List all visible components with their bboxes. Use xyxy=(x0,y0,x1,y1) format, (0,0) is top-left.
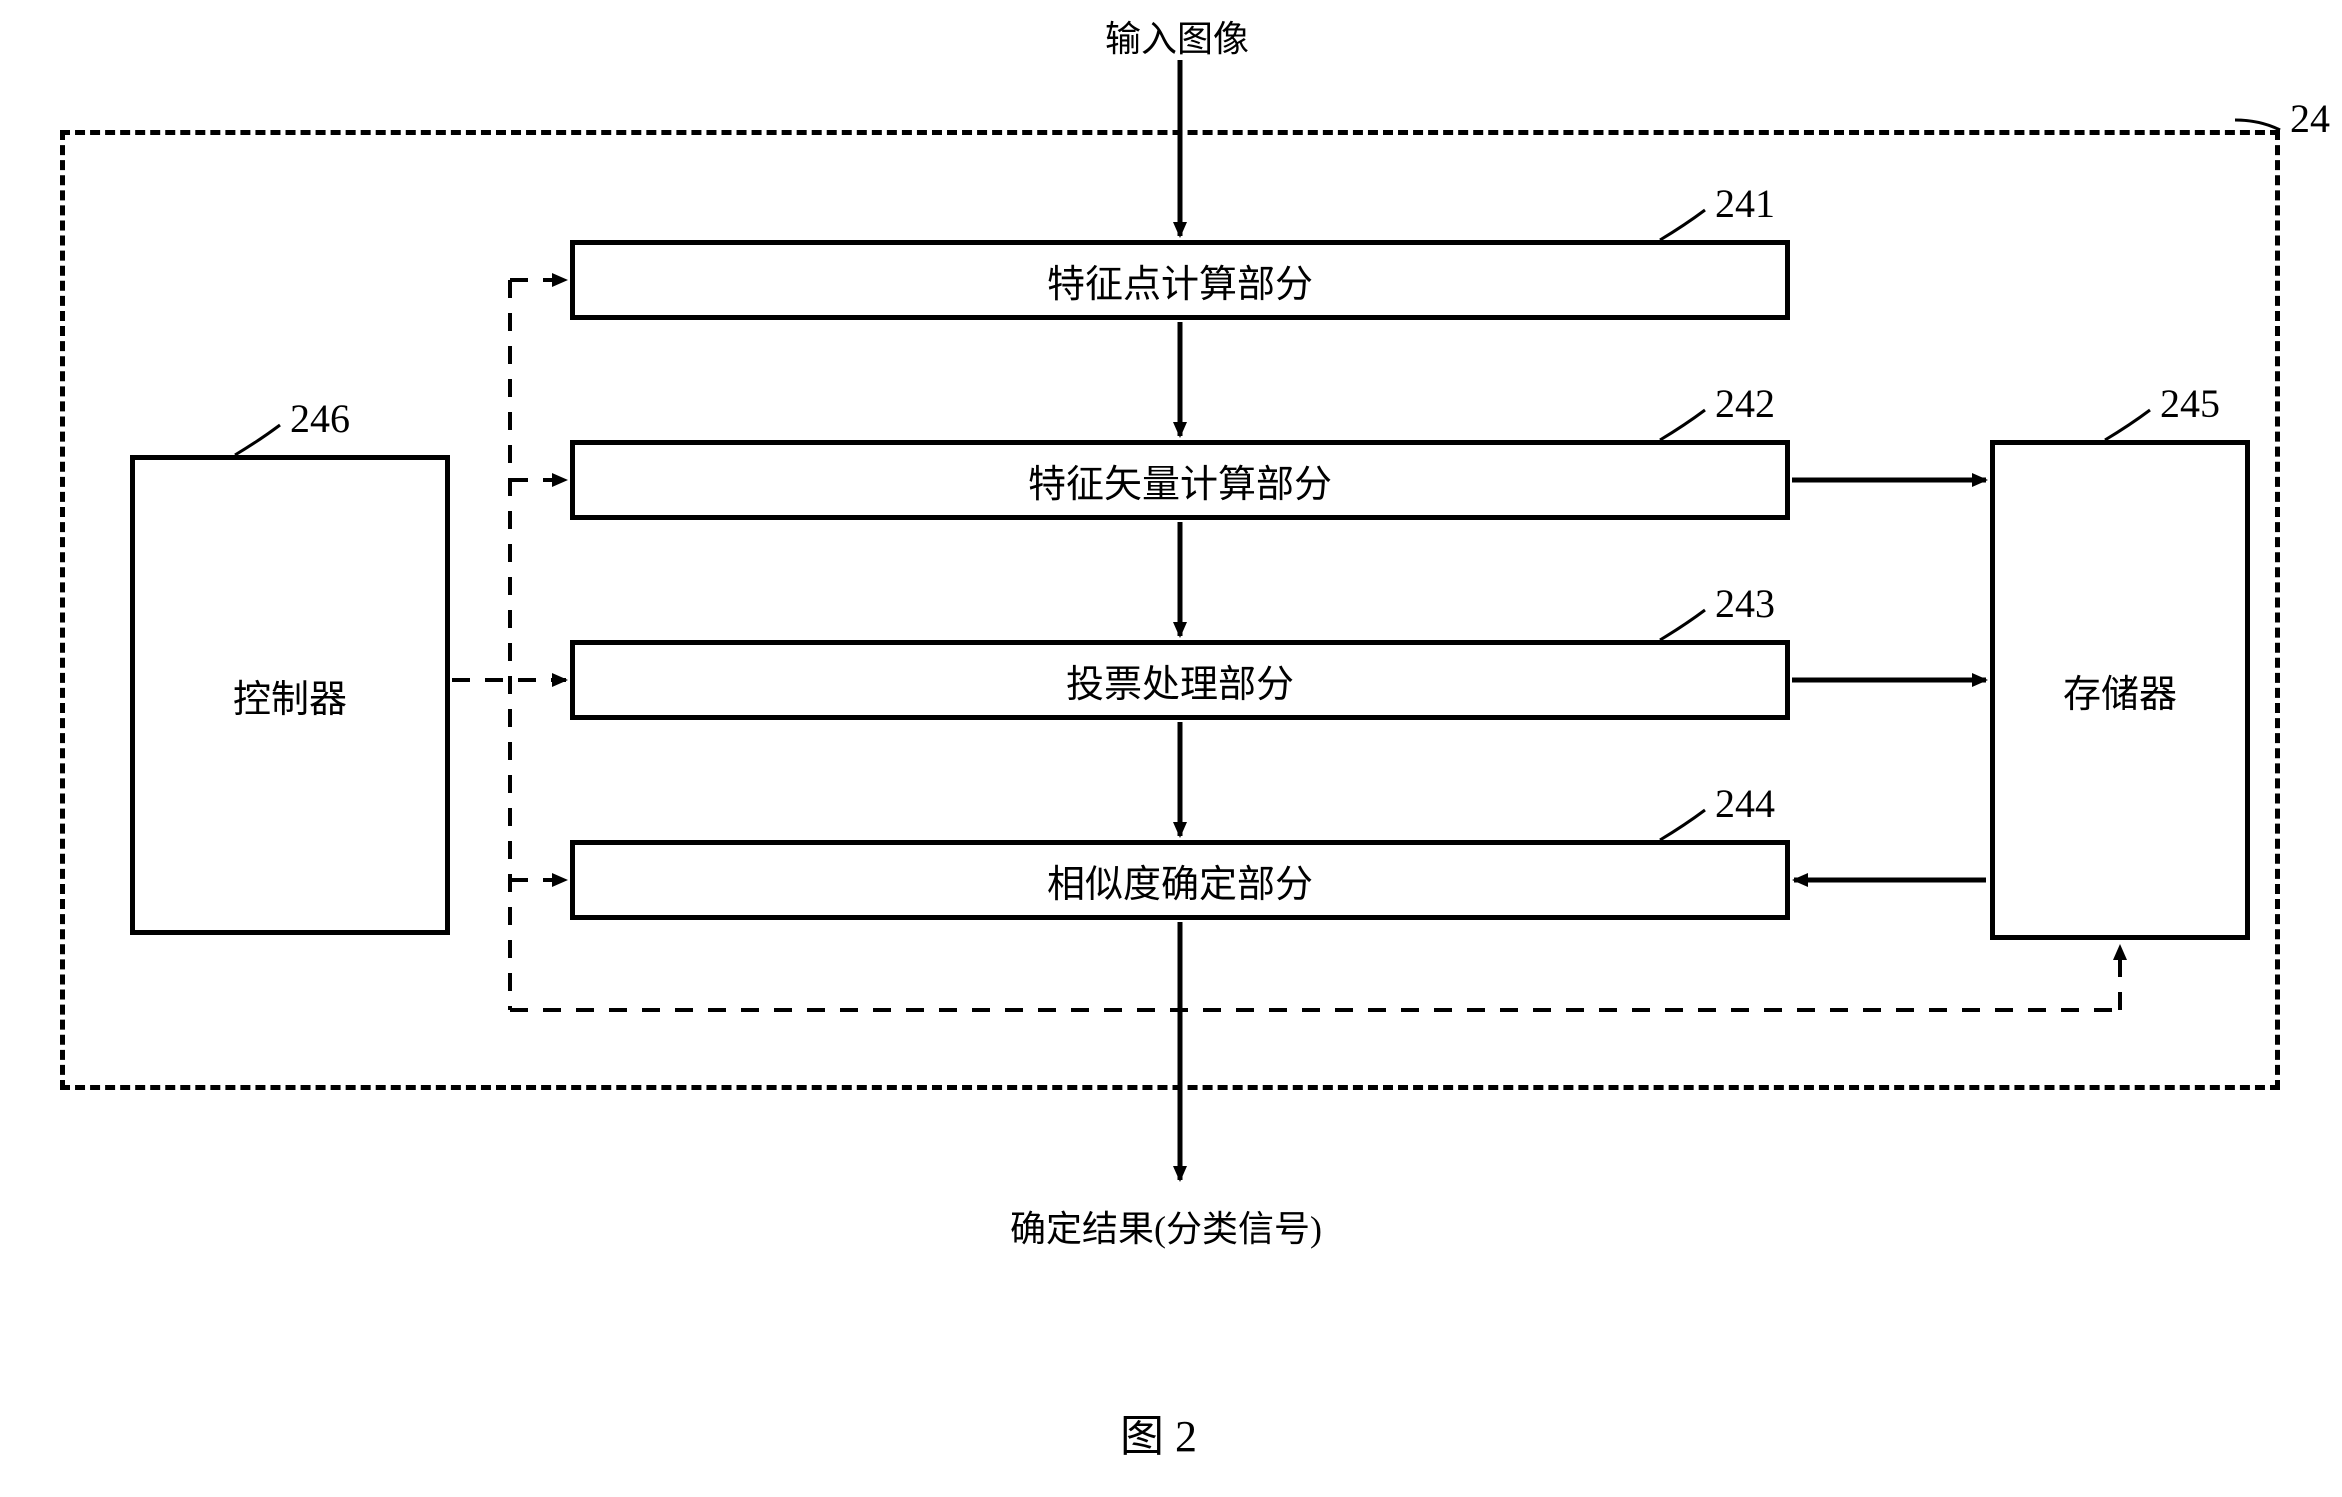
ref-242: 242 xyxy=(1715,380,1775,427)
ref-241: 241 xyxy=(1715,180,1775,227)
ref-246: 246 xyxy=(290,395,350,442)
block-244-label: 相似度确定部分 xyxy=(1047,853,1313,908)
ref-243: 243 xyxy=(1715,580,1775,627)
memory-label: 存储器 xyxy=(2063,663,2177,718)
ref-24: 24 xyxy=(2290,95,2330,142)
memory-box: 存储器 xyxy=(1990,440,2250,940)
output-label: 确定结果(分类信号) xyxy=(1010,1200,1322,1252)
figure-caption: 图 2 xyxy=(1120,1400,1197,1464)
block-243: 投票处理部分 xyxy=(570,640,1790,720)
block-242: 特征矢量计算部分 xyxy=(570,440,1790,520)
block-243-label: 投票处理部分 xyxy=(1066,653,1294,708)
controller-box: 控制器 xyxy=(130,455,450,935)
block-242-label: 特征矢量计算部分 xyxy=(1028,453,1332,508)
ref-244: 244 xyxy=(1715,780,1775,827)
leader-24 xyxy=(2235,120,2280,130)
block-244: 相似度确定部分 xyxy=(570,840,1790,920)
input-label: 输入图像 xyxy=(1105,10,1249,62)
ref-245: 245 xyxy=(2160,380,2220,427)
block-241: 特征点计算部分 xyxy=(570,240,1790,320)
block-241-label: 特征点计算部分 xyxy=(1047,253,1313,308)
controller-label: 控制器 xyxy=(233,668,347,723)
